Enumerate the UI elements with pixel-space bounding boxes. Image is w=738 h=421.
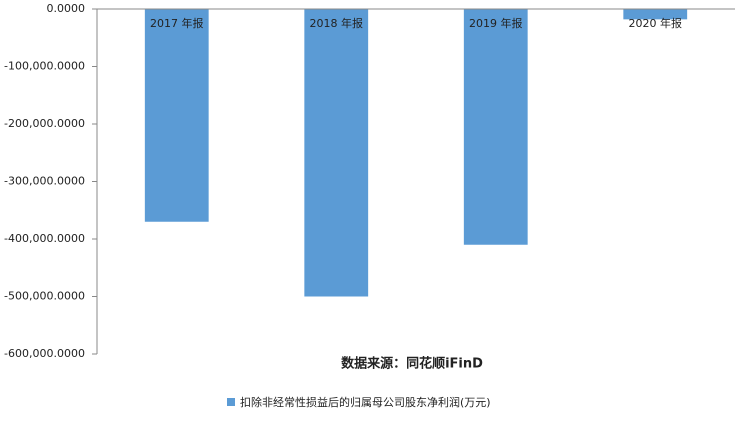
y-tick-label: -300,000.0000 <box>4 175 85 188</box>
bar <box>144 9 209 222</box>
x-tick-label: 2018 年报 <box>310 16 364 30</box>
source-note: 数据来源：同花顺iFinD <box>341 356 483 372</box>
y-tick-label: -500,000.0000 <box>4 290 85 303</box>
y-tick-label: -200,000.0000 <box>4 117 85 130</box>
y-tick-label: -100,000.0000 <box>4 60 85 73</box>
y-tick-label: -400,000.0000 <box>4 232 85 245</box>
bar <box>623 9 688 20</box>
legend-label: 扣除非经常性损益后的归属母公司股东净利润(万元) <box>240 395 491 409</box>
bar <box>463 9 528 245</box>
x-tick-label: 2020 年报 <box>629 16 683 30</box>
y-tick-label: 0.0000 <box>47 2 86 15</box>
legend-swatch <box>227 398 235 406</box>
x-tick-label: 2019 年报 <box>469 16 523 30</box>
y-tick-label: -600,000.0000 <box>4 347 85 360</box>
bar <box>304 9 369 297</box>
x-tick-label: 2017 年报 <box>150 16 204 30</box>
